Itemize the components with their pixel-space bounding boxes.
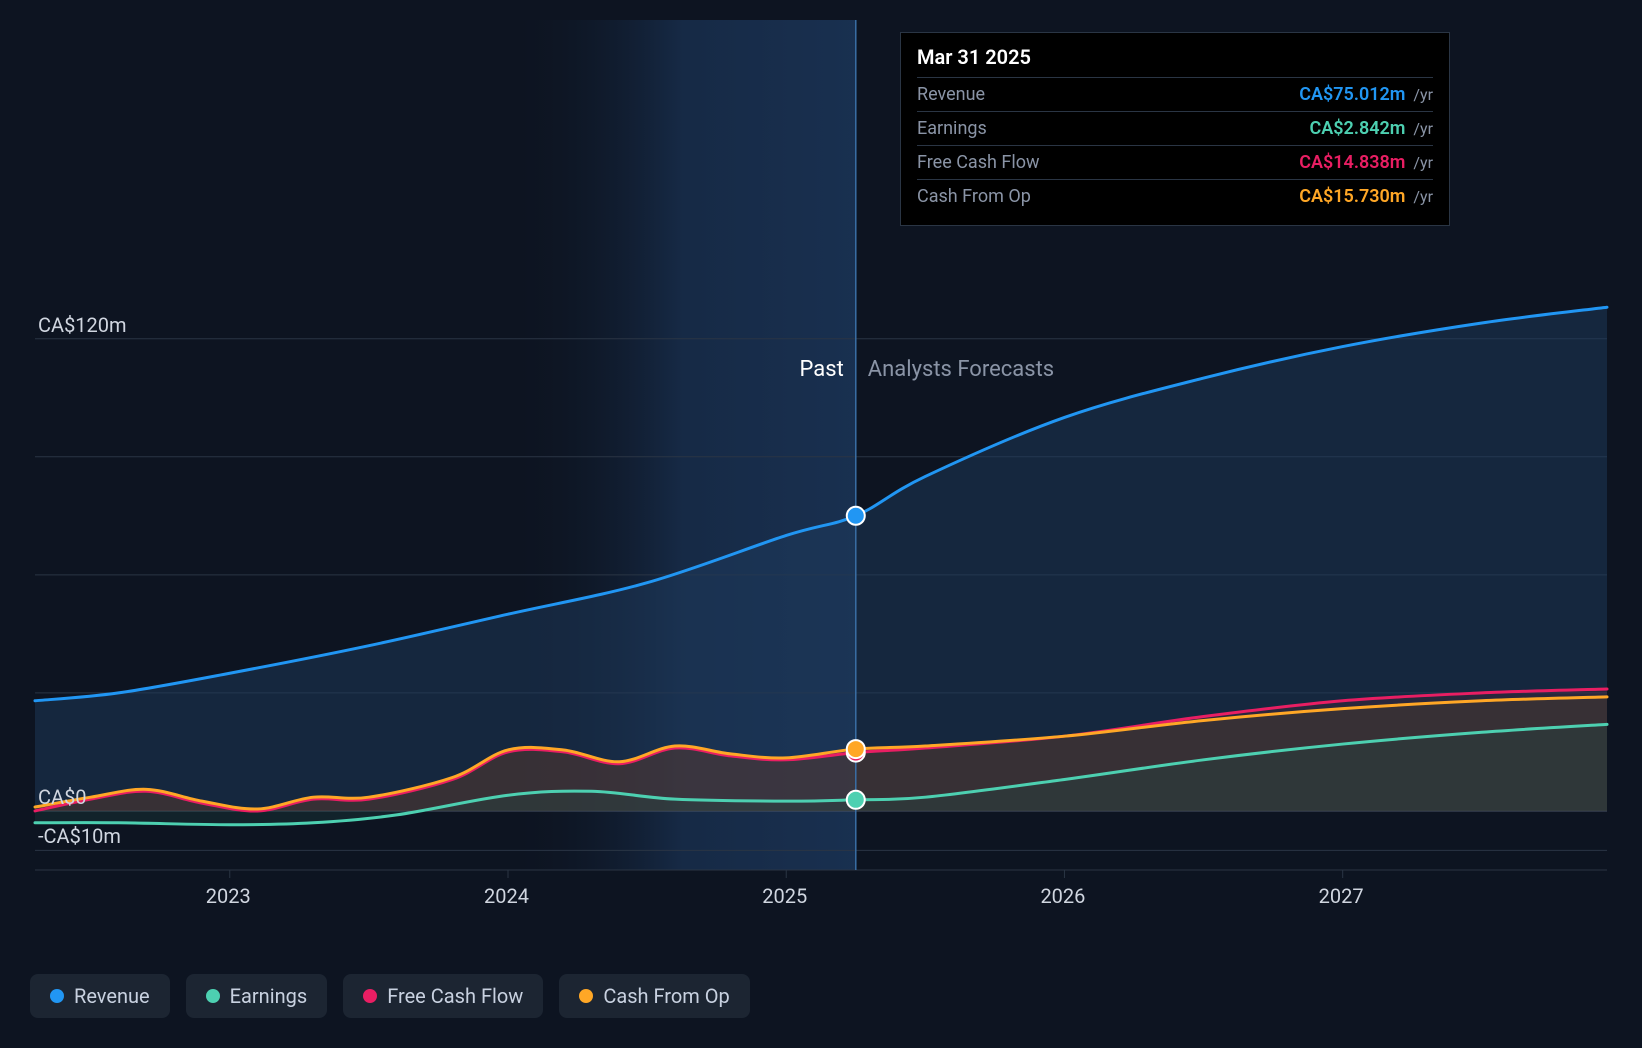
legend-dot-icon	[206, 989, 220, 1003]
legend-dot-icon	[50, 989, 64, 1003]
legend: Revenue Earnings Free Cash Flow Cash From O…	[30, 974, 750, 1018]
past-section-label: Past	[800, 357, 844, 382]
chart-tooltip: Mar 31 2025 Revenue CA$75.012m /yr Earning…	[900, 32, 1450, 226]
x-tick-label: 2023	[206, 884, 251, 908]
y-tick-label: -CA$10m	[38, 824, 121, 848]
y-tick-label: CA$0	[38, 785, 87, 809]
legend-item-cash-from-op[interactable]: Cash From Op	[559, 974, 749, 1018]
tooltip-row-label: Cash From Op	[917, 186, 1031, 207]
tooltip-row-value: CA$15.730m /yr	[1299, 186, 1433, 207]
legend-item-free-cash-flow[interactable]: Free Cash Flow	[343, 974, 543, 1018]
tooltip-row-value: CA$14.838m /yr	[1299, 152, 1433, 173]
tooltip-row: Revenue CA$75.012m /yr	[917, 77, 1433, 111]
tooltip-row-value: CA$2.842m /yr	[1309, 118, 1433, 139]
x-tick-label: 2025	[762, 884, 807, 908]
tooltip-date: Mar 31 2025	[917, 45, 1433, 77]
legend-label: Cash From Op	[603, 984, 729, 1008]
tooltip-row: Earnings CA$2.842m /yr	[917, 111, 1433, 145]
tooltip-row-label: Revenue	[917, 84, 985, 105]
chart-container: Past Analysts Forecasts CA$120m CA$0 -CA$1…	[30, 20, 1612, 1018]
legend-label: Free Cash Flow	[387, 984, 523, 1008]
x-tick-label: 2027	[1319, 884, 1364, 908]
tooltip-row-label: Earnings	[917, 118, 987, 139]
legend-label: Earnings	[230, 984, 308, 1008]
tooltip-row: Cash From Op CA$15.730m /yr	[917, 179, 1433, 213]
tooltip-row-label: Free Cash Flow	[917, 152, 1040, 173]
legend-dot-icon	[579, 989, 593, 1003]
tooltip-row-value: CA$75.012m /yr	[1299, 84, 1433, 105]
x-tick-label: 2024	[484, 884, 529, 908]
legend-item-revenue[interactable]: Revenue	[30, 974, 170, 1018]
x-tick-label: 2026	[1040, 884, 1085, 908]
forecast-section-label: Analysts Forecasts	[868, 357, 1054, 382]
legend-label: Revenue	[74, 984, 150, 1008]
legend-item-earnings[interactable]: Earnings	[186, 974, 328, 1018]
tooltip-row: Free Cash Flow CA$14.838m /yr	[917, 145, 1433, 179]
legend-dot-icon	[363, 989, 377, 1003]
y-tick-label: CA$120m	[38, 313, 127, 337]
